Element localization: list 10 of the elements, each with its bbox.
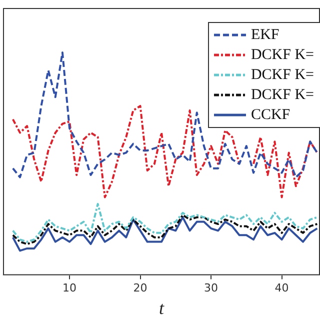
- legend-label: DCKF K=: [250, 66, 314, 84]
- x-tick-label: 20: [133, 282, 148, 295]
- legend-label: EKF: [250, 26, 280, 44]
- x-tick-label: 30: [204, 282, 218, 295]
- x-tick-label: 40: [274, 282, 289, 295]
- legend-label: DCKF K=: [250, 86, 314, 104]
- legend-label: CCKF: [250, 106, 290, 124]
- x-axis-title: t: [158, 298, 165, 318]
- x-tick-label: 10: [62, 282, 77, 295]
- legend-label: DCKF K=: [250, 46, 314, 64]
